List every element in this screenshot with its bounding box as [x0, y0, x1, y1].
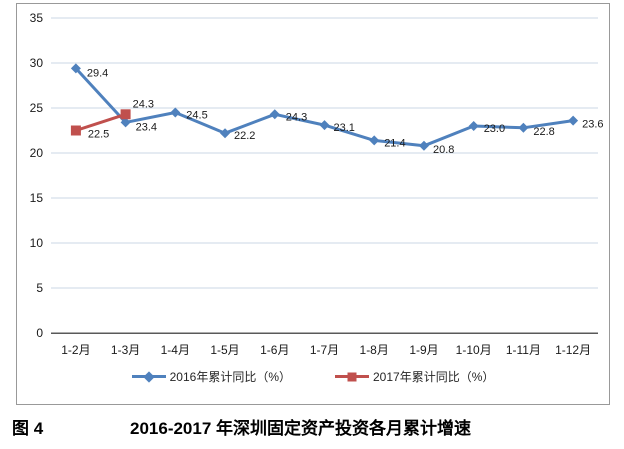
gridlines [51, 17, 598, 289]
y-tick-label: 0 [36, 326, 43, 340]
data-point-marker [120, 117, 131, 128]
data-label: 24.3 [133, 98, 154, 110]
data-point-marker [369, 135, 380, 146]
legend-label: 2017年累计同比（%） [373, 370, 495, 384]
figure-caption-label: 图 4 [12, 419, 44, 438]
x-tick-label: 1-5月 [210, 343, 239, 357]
series-1: 22.5 24.3 [70, 98, 154, 141]
data-label: 22.5 [88, 129, 109, 141]
data-label: 22.2 [234, 130, 255, 142]
x-tick-label: 1-9月 [409, 343, 438, 357]
y-tick-label: 15 [30, 191, 44, 205]
data-point-marker [319, 120, 330, 131]
data-label: 29.4 [87, 67, 108, 79]
figure-caption: 图 4 2016-2017 年深圳固定资产投资各月累计增速 [0, 414, 624, 440]
x-tick-label: 1-4月 [161, 343, 190, 357]
legend-item-0: 2016年累计同比（%） [131, 368, 291, 385]
legend-label: 2016年累计同比（%） [169, 370, 291, 384]
legend-item-1: 2017年累计同比（%） [335, 368, 494, 385]
data-label: 24.3 [286, 111, 307, 123]
data-point-marker [120, 109, 131, 120]
data-label: 24.5 [186, 110, 207, 122]
data-label: 23.6 [582, 119, 603, 131]
y-tick-label: 25 [30, 101, 44, 115]
chart-frame: 0 5 10 15 20 25 30 35 1-2月 1-3月 1-4月 1-5月 1-6月 1-7月 1-… [16, 3, 610, 405]
x-tick-label: 1-10月 [456, 343, 492, 357]
x-tick-label: 1-12月 [555, 343, 591, 357]
x-axis-labels: 1-2月 1-3月 1-4月 1-5月 1-6月 1-7月 1-8月 1-9月 1-10月 1-1… [61, 343, 591, 357]
legend-marker-square-icon [335, 372, 369, 381]
data-label: 21.4 [384, 137, 405, 149]
x-tick-label: 1-2月 [61, 343, 90, 357]
data-point-marker [70, 63, 81, 74]
data-point-marker [518, 122, 529, 133]
x-tick-label: 1-8月 [360, 343, 389, 357]
y-tick-label: 20 [30, 146, 44, 160]
y-tick-label: 5 [36, 281, 43, 295]
data-point-marker [170, 107, 181, 118]
data-point-marker [468, 121, 479, 131]
x-tick-label: 1-3月 [111, 343, 140, 357]
series-line [74, 112, 128, 132]
data-label: 22.8 [533, 126, 554, 138]
data-label: 23.0 [484, 123, 505, 135]
x-tick-label: 1-11月 [506, 343, 541, 357]
legend-marker-diamond-icon [131, 370, 166, 383]
data-point-marker [70, 125, 81, 136]
y-tick-label: 30 [30, 56, 44, 70]
data-point-marker [568, 115, 579, 126]
chart-legend: 2016年累计同比（%） 2017年累计同比（%） [17, 368, 609, 385]
data-label: 20.8 [433, 144, 454, 156]
figure-caption-title: 2016-2017 年深圳固定资产投资各月累计增速 [130, 419, 472, 438]
data-point-marker [269, 109, 280, 120]
series-0: 29.4 23.4 24.5 22.2 24.3 23.1 21.4 20.8 23.0 22.8… [70, 63, 604, 156]
x-tick-label: 1-7月 [310, 343, 339, 357]
y-tick-label: 10 [30, 236, 44, 250]
y-tick-label: 35 [30, 11, 44, 25]
data-label: 23.4 [136, 121, 157, 133]
data-label: 23.1 [334, 122, 355, 134]
diamond-icon [142, 370, 155, 383]
y-axis-labels: 0 5 10 15 20 25 30 35 [30, 11, 44, 340]
square-icon [347, 372, 357, 381]
data-point-marker [419, 140, 429, 151]
data-point-marker [220, 128, 230, 139]
x-tick-label: 1-6月 [260, 343, 289, 357]
